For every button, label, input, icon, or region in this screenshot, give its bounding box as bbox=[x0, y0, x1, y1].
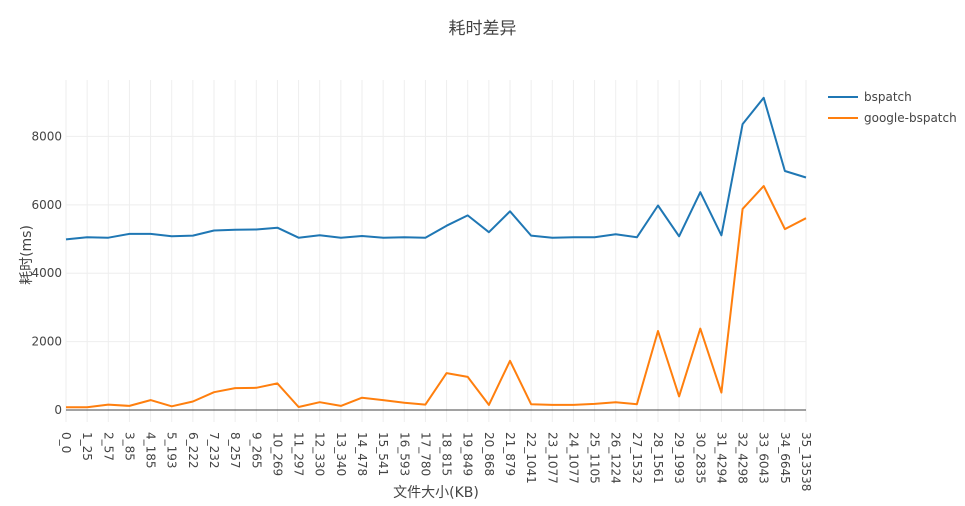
legend-item-bspatch[interactable]: bspatch bbox=[828, 86, 957, 107]
x-tick-label: 4_185 bbox=[144, 432, 158, 469]
x-tick-label: 31_4294 bbox=[714, 432, 728, 484]
x-tick-label: 25_1105 bbox=[588, 432, 602, 484]
legend-item-google-bspatch[interactable]: google-bspatch bbox=[828, 107, 957, 128]
x-tick-label: 0_0 bbox=[59, 432, 73, 453]
x-tick-label: 27_1532 bbox=[630, 432, 644, 484]
x-tick-label: 7_232 bbox=[207, 432, 221, 469]
x-tick-labels: 0_0 1_25 2_57 3_85 4_185 5_193 6_222 7_232 8_257… bbox=[59, 432, 813, 491]
x-tick-label: 14_478 bbox=[355, 432, 369, 476]
series-layer bbox=[65, 96, 807, 409]
series-line-google-bspatch[interactable] bbox=[66, 185, 807, 409]
x-tick-label: 1_25 bbox=[80, 432, 94, 461]
x-tick-label: 23_1077 bbox=[545, 432, 559, 484]
x-axis-title: 文件大小(KB) bbox=[393, 485, 479, 501]
x-tick-label: 34_6645 bbox=[778, 432, 792, 484]
x-tick-label: 29_1993 bbox=[672, 432, 686, 484]
x-tick-label: 35_13538 bbox=[799, 432, 813, 491]
x-tick-label: 17_780 bbox=[418, 432, 432, 476]
x-tick-label: 33_6043 bbox=[757, 432, 771, 484]
x-tick-label: 22_1041 bbox=[524, 432, 538, 484]
legend-label-bspatch: bspatch bbox=[864, 89, 912, 104]
chart-title: 耗时差异 bbox=[448, 19, 517, 39]
x-tick-label: 6_222 bbox=[186, 432, 200, 469]
y-tick-label: 8000 bbox=[31, 129, 62, 143]
x-tick-label: 11_297 bbox=[292, 432, 306, 476]
legend-swatch-google-bspatch bbox=[828, 116, 858, 119]
x-tick-label: 3_85 bbox=[122, 432, 136, 461]
x-tick-label: 2_57 bbox=[101, 432, 115, 461]
x-tick-label: 18_815 bbox=[440, 432, 454, 476]
y-tick-label: 6000 bbox=[31, 198, 62, 212]
y-tick-labels: 0 2000 4000 6000 8000 bbox=[31, 129, 62, 417]
x-tick-label: 13_340 bbox=[334, 432, 348, 476]
x-tick-label: 19_849 bbox=[461, 432, 475, 476]
y-tick-label: 0 bbox=[54, 403, 62, 417]
legend-swatch-bspatch bbox=[828, 95, 858, 98]
x-tick-label: 5_193 bbox=[165, 432, 179, 469]
x-tick-label: 28_1561 bbox=[651, 432, 665, 484]
x-tick-label: 15_541 bbox=[376, 432, 390, 476]
legend-label-google-bspatch: google-bspatch bbox=[864, 110, 957, 125]
x-tick-label: 30_2835 bbox=[693, 432, 707, 484]
y-tick-label: 2000 bbox=[31, 335, 62, 349]
legend: bspatch google-bspatch bbox=[828, 86, 957, 128]
x-tick-label: 9_265 bbox=[249, 432, 263, 469]
grid-layer bbox=[65, 80, 807, 422]
y-tick-label: 4000 bbox=[31, 266, 62, 280]
x-tick-label: 12_330 bbox=[313, 432, 327, 476]
x-tick-label: 20_868 bbox=[482, 432, 496, 476]
x-tick-label: 10_269 bbox=[270, 432, 284, 476]
series-line-bspatch[interactable] bbox=[65, 96, 807, 241]
x-tick-label: 32_4298 bbox=[736, 432, 750, 484]
y-axis-title: 耗时(ms) bbox=[19, 225, 35, 285]
x-tick-label: 24_1077 bbox=[566, 432, 580, 484]
x-tick-label: 8_257 bbox=[228, 432, 242, 469]
x-tick-label: 16_593 bbox=[397, 432, 411, 476]
x-tick-label: 26_1224 bbox=[609, 432, 623, 484]
x-tick-label: 21_879 bbox=[503, 432, 517, 476]
